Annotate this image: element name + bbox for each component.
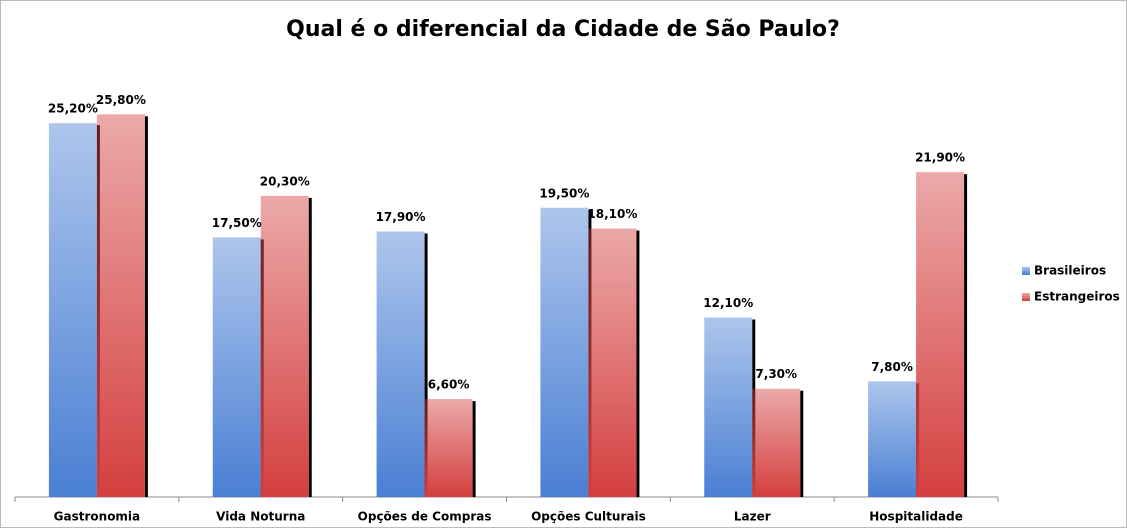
bar	[588, 228, 637, 497]
bar	[868, 381, 917, 497]
bar	[212, 237, 261, 497]
legend-swatch	[1022, 293, 1030, 301]
legend-label: Brasileiros	[1034, 264, 1106, 278]
bar-shadow	[636, 230, 640, 497]
x-tick-label: Opções de Compras	[358, 510, 492, 524]
bar	[376, 231, 425, 497]
value-label: 17,50%	[212, 216, 262, 230]
chart-title: Qual é o diferencial da Cidade de São Pa…	[286, 17, 840, 42]
bar-shadow	[144, 116, 148, 498]
x-tick-label: Gastronomia	[54, 510, 141, 524]
value-label: 7,30%	[755, 367, 797, 381]
bar	[48, 123, 97, 497]
legend-swatch	[1022, 267, 1030, 275]
value-label: 25,80%	[96, 93, 146, 107]
value-label: 6,60%	[428, 378, 470, 392]
value-label: 25,20%	[48, 102, 98, 116]
value-label: 17,90%	[376, 210, 426, 224]
x-tick-label: Opções Culturais	[531, 510, 646, 524]
value-label: 19,50%	[539, 186, 589, 200]
bar	[540, 207, 589, 497]
value-label: 18,10%	[587, 207, 637, 221]
bar-shadow	[964, 174, 968, 497]
bar	[424, 399, 473, 497]
value-label: 21,90%	[915, 151, 965, 165]
bar	[260, 195, 309, 497]
value-label: 12,10%	[703, 296, 753, 310]
bar-shadow	[308, 197, 312, 497]
legend-label: Estrangeiros	[1034, 290, 1120, 304]
bar	[704, 317, 753, 497]
bar	[916, 172, 965, 497]
x-tick-label: Lazer	[734, 510, 771, 524]
bar-shadow	[800, 390, 804, 497]
bar-shadow	[472, 401, 476, 497]
bar	[752, 388, 801, 497]
value-label: 20,30%	[260, 174, 310, 188]
bar-shadow	[424, 233, 428, 497]
x-tick-label: Vida Noturna	[216, 510, 305, 524]
bar	[96, 114, 145, 498]
x-tick-label: Hospitalidade	[869, 510, 963, 524]
value-label: 7,80%	[871, 360, 913, 374]
